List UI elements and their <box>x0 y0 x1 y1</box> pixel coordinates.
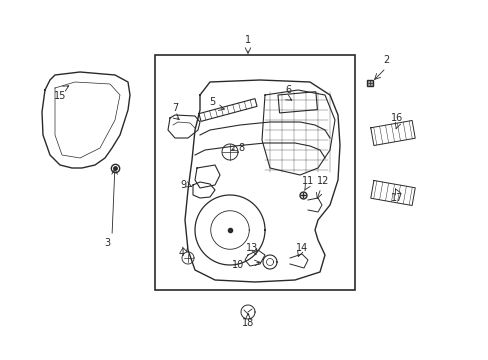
Text: 16: 16 <box>390 113 402 123</box>
Text: 7: 7 <box>171 103 178 113</box>
Text: 2: 2 <box>382 55 388 65</box>
Text: 17: 17 <box>390 193 403 203</box>
Text: 15: 15 <box>54 91 66 101</box>
Text: 12: 12 <box>316 176 328 186</box>
Text: 3: 3 <box>104 238 110 248</box>
Text: 13: 13 <box>245 243 258 253</box>
Text: 11: 11 <box>301 176 313 186</box>
Text: 10: 10 <box>231 260 244 270</box>
Text: 8: 8 <box>238 143 244 153</box>
Text: 4: 4 <box>179 248 184 258</box>
Text: 18: 18 <box>242 318 254 328</box>
Bar <box>155 55 354 290</box>
Text: 9: 9 <box>180 180 185 190</box>
Text: 5: 5 <box>208 97 215 107</box>
Text: 1: 1 <box>244 35 250 45</box>
Bar <box>278 92 317 113</box>
Text: 14: 14 <box>295 243 307 253</box>
Text: 6: 6 <box>285 85 290 95</box>
